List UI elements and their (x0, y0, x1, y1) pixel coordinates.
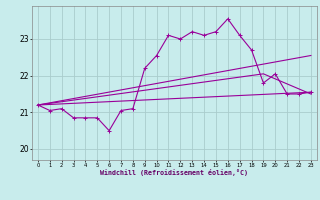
X-axis label: Windchill (Refroidissement éolien,°C): Windchill (Refroidissement éolien,°C) (100, 169, 248, 176)
